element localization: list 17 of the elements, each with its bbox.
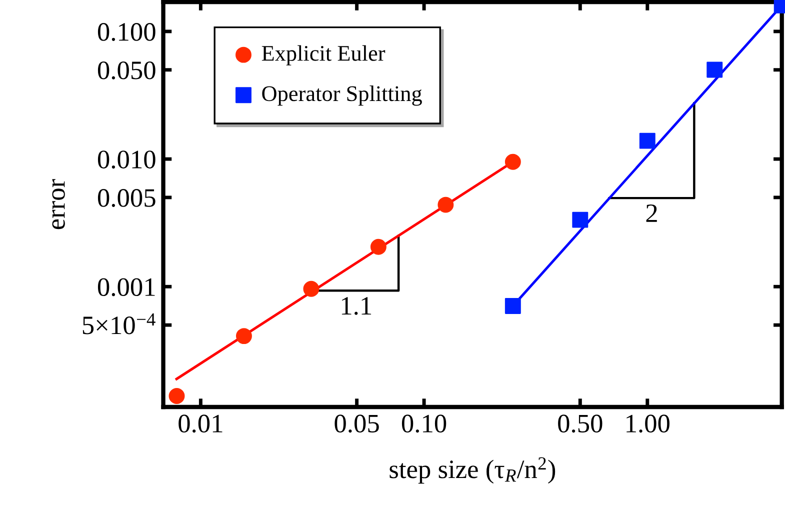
y-tick-label: 0.100	[98, 23, 156, 41]
x-tick-label: 1.00	[626, 414, 670, 433]
x-tick-label: 0.05	[334, 414, 379, 433]
y-tick-label: 0.001	[98, 278, 155, 296]
x-tick-label: 0.01	[178, 414, 222, 433]
y-tick-label: 0.050	[98, 61, 156, 80]
legend-label: Explicit Euler	[262, 45, 386, 66]
annotation: 1.1	[342, 297, 372, 315]
x-tick-label: 0.10	[402, 414, 446, 433]
y-tick-label: 5×10$^{−4}$	[82, 313, 156, 334]
y-tick-label: 0.005	[98, 189, 156, 207]
x-tick-label: 0.50	[558, 414, 602, 433]
y-axis-title: error	[52, 179, 65, 230]
legend-label: Operator Splitting	[262, 86, 422, 106]
annotation: 2	[646, 204, 657, 222]
y-tick-label: 0.010	[98, 150, 156, 169]
x-axis-title: step size (τ$_{R}$/n$^{2}$)	[390, 457, 556, 484]
